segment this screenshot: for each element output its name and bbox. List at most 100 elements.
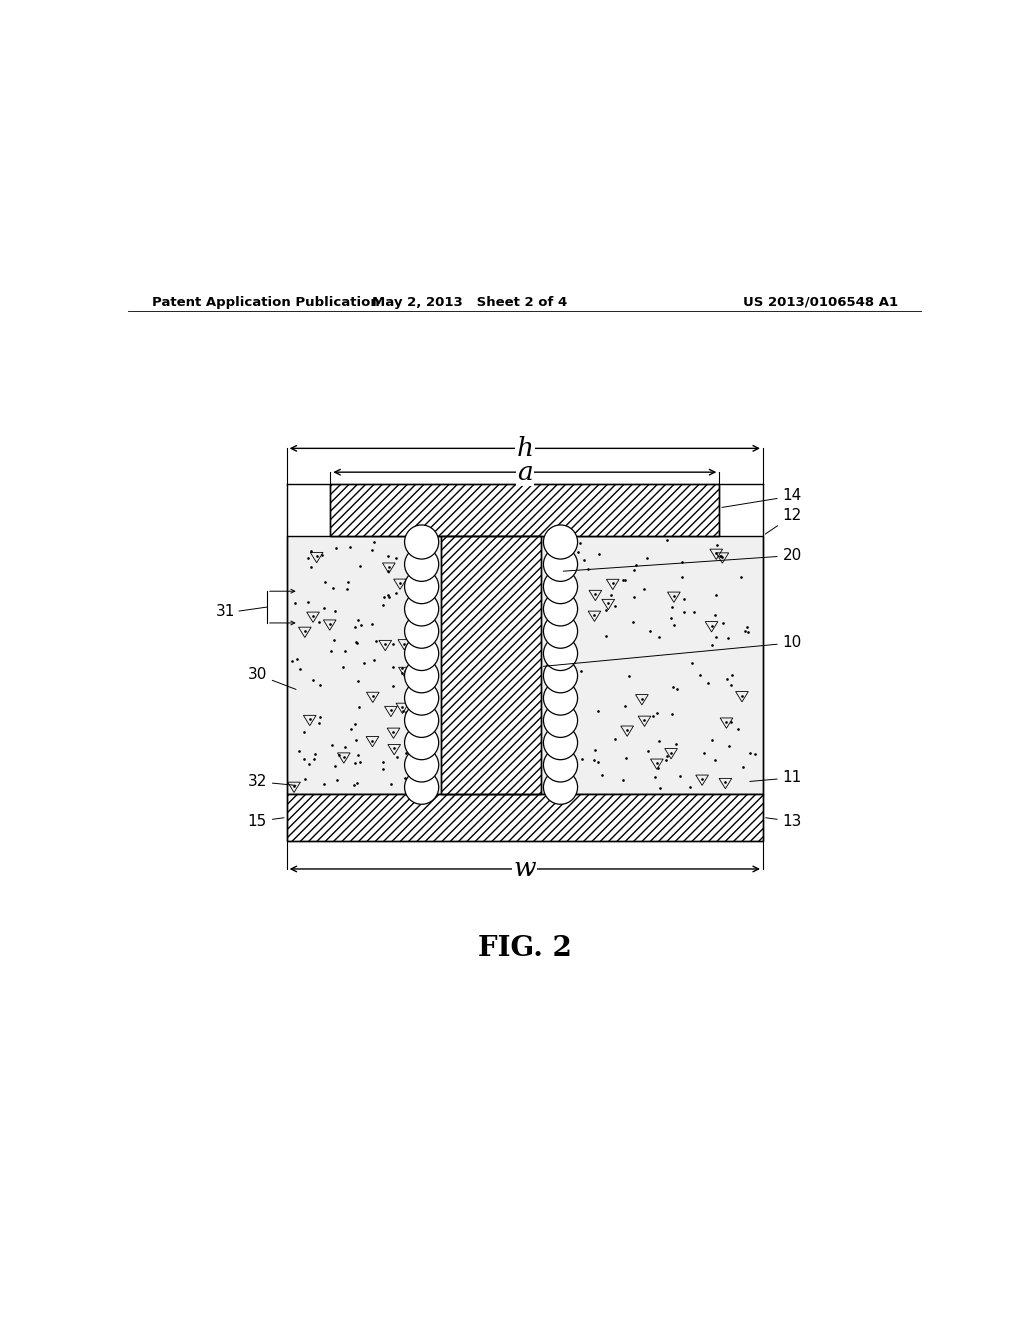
Point bbox=[565, 770, 582, 791]
Circle shape bbox=[404, 770, 438, 804]
Point bbox=[339, 578, 355, 599]
Point bbox=[303, 541, 319, 562]
Point bbox=[709, 585, 725, 606]
Point bbox=[713, 545, 729, 566]
Point bbox=[712, 545, 728, 566]
Point bbox=[618, 719, 635, 741]
Point bbox=[289, 649, 305, 671]
Point bbox=[377, 634, 393, 655]
Point bbox=[639, 546, 655, 568]
Point bbox=[305, 669, 322, 690]
Point bbox=[665, 676, 681, 697]
Point bbox=[346, 775, 362, 796]
Point bbox=[676, 602, 692, 623]
Text: 31: 31 bbox=[216, 603, 236, 619]
Point bbox=[591, 544, 607, 565]
Point bbox=[715, 612, 731, 634]
Point bbox=[644, 705, 660, 726]
Point bbox=[327, 601, 343, 622]
Point bbox=[648, 702, 665, 723]
Text: a: a bbox=[517, 459, 532, 484]
Point bbox=[694, 768, 711, 789]
Point bbox=[394, 657, 411, 678]
Point bbox=[558, 554, 574, 576]
Text: h: h bbox=[516, 436, 534, 461]
Point bbox=[703, 615, 720, 636]
Point bbox=[346, 713, 362, 734]
Point bbox=[303, 556, 319, 577]
Point bbox=[628, 554, 644, 576]
Point bbox=[682, 776, 698, 797]
Point bbox=[337, 640, 353, 661]
Point bbox=[658, 529, 675, 550]
Bar bbox=[331, 484, 719, 536]
Circle shape bbox=[404, 591, 438, 626]
Point bbox=[565, 756, 582, 777]
Point bbox=[388, 548, 404, 569]
Point bbox=[708, 543, 724, 564]
Point bbox=[625, 611, 641, 632]
Point bbox=[380, 585, 396, 606]
Point bbox=[616, 570, 633, 591]
Point bbox=[337, 737, 353, 758]
Point bbox=[734, 685, 751, 706]
Point bbox=[364, 540, 380, 561]
Bar bbox=[441, 536, 541, 793]
Point bbox=[642, 620, 658, 642]
Point bbox=[397, 708, 414, 729]
Point bbox=[569, 541, 586, 562]
Point bbox=[296, 768, 312, 789]
Point bbox=[300, 548, 316, 569]
Point bbox=[590, 751, 606, 772]
Point bbox=[404, 583, 421, 605]
Point bbox=[312, 675, 329, 696]
Point bbox=[557, 652, 573, 673]
Point bbox=[339, 572, 355, 593]
Point bbox=[325, 577, 341, 598]
Text: 30: 30 bbox=[248, 667, 296, 689]
Point bbox=[714, 546, 730, 568]
Circle shape bbox=[544, 659, 578, 693]
Point bbox=[597, 599, 613, 620]
Point bbox=[607, 595, 624, 616]
Bar bbox=[441, 536, 541, 793]
Point bbox=[335, 656, 351, 677]
Point bbox=[351, 696, 368, 717]
Point bbox=[650, 758, 667, 779]
Point bbox=[705, 635, 721, 656]
Point bbox=[587, 583, 603, 605]
Circle shape bbox=[544, 569, 578, 603]
Point bbox=[717, 772, 733, 793]
Point bbox=[284, 651, 300, 672]
Point bbox=[351, 752, 368, 774]
Point bbox=[409, 758, 425, 779]
Point bbox=[548, 632, 564, 653]
Point bbox=[615, 770, 632, 791]
Text: May 2, 2013   Sheet 2 of 4: May 2, 2013 Sheet 2 of 4 bbox=[372, 296, 567, 309]
Text: 12: 12 bbox=[765, 508, 802, 535]
Circle shape bbox=[404, 525, 438, 560]
Text: 15: 15 bbox=[248, 814, 284, 829]
Point bbox=[696, 742, 713, 763]
Text: 13: 13 bbox=[766, 814, 802, 829]
Point bbox=[419, 548, 435, 569]
Point bbox=[659, 746, 676, 767]
Bar bbox=[287, 536, 763, 793]
Bar bbox=[331, 484, 719, 536]
Point bbox=[388, 746, 404, 767]
Point bbox=[312, 706, 329, 727]
Circle shape bbox=[404, 681, 438, 715]
Circle shape bbox=[544, 748, 578, 781]
Point bbox=[383, 774, 399, 795]
Circle shape bbox=[404, 614, 438, 648]
Point bbox=[707, 605, 723, 626]
Point bbox=[295, 748, 311, 770]
Point bbox=[667, 615, 683, 636]
Point bbox=[567, 640, 584, 661]
Point bbox=[739, 622, 756, 643]
Point bbox=[615, 569, 632, 590]
Point bbox=[314, 545, 331, 566]
Point bbox=[383, 700, 399, 721]
Text: US 2013/0106548 A1: US 2013/0106548 A1 bbox=[742, 296, 898, 309]
Point bbox=[646, 766, 663, 787]
